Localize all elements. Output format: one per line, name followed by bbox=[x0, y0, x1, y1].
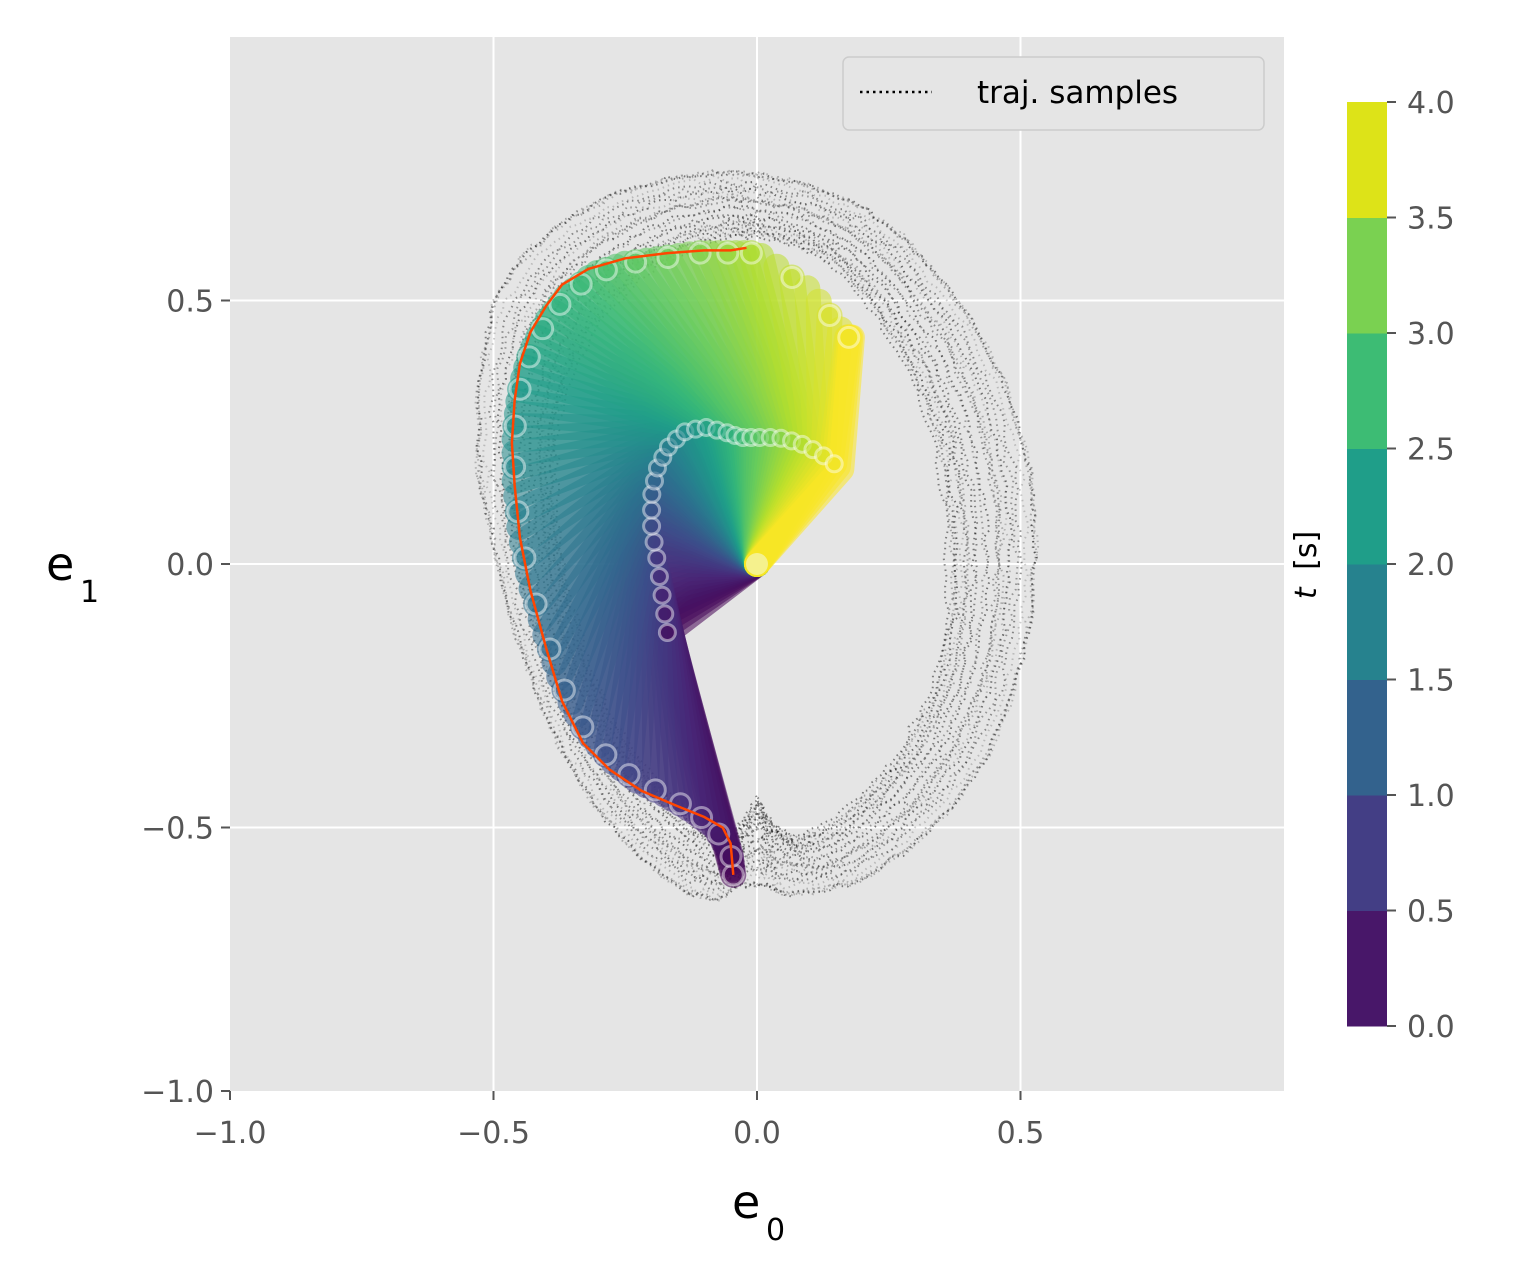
colorbar-tick-label: 3.5 bbox=[1407, 202, 1455, 237]
end-effector-marker bbox=[503, 414, 527, 438]
y-tick-label: 0.5 bbox=[166, 285, 214, 320]
sample-trajectory bbox=[506, 195, 1003, 876]
y-tick-label: −1.0 bbox=[141, 1075, 214, 1110]
colorbar-band bbox=[1347, 679, 1387, 796]
end-effector-marker bbox=[508, 377, 532, 401]
colorbar-tick-label: 3.0 bbox=[1407, 317, 1455, 352]
sample-trajectory bbox=[518, 203, 991, 866]
sample-trajectory bbox=[536, 220, 969, 854]
end-effector-marker bbox=[594, 743, 618, 767]
elbow-marker bbox=[649, 567, 669, 587]
end-effector-marker bbox=[739, 241, 763, 265]
sample-trajectory bbox=[474, 169, 1037, 901]
colorbar-tick-label: 2.0 bbox=[1407, 548, 1455, 583]
end-effector-marker bbox=[656, 246, 680, 270]
y-tick-label: 0.0 bbox=[166, 548, 214, 583]
end-effector-marker bbox=[818, 304, 842, 328]
sample-trajectory bbox=[498, 189, 1012, 885]
elbow-marker bbox=[655, 604, 675, 624]
elbow-marker bbox=[644, 532, 664, 552]
sample-trajectory bbox=[520, 206, 990, 868]
end-effector-marker bbox=[780, 266, 804, 290]
y-axis-ticks: −1.0 −0.5 0.0 0.5 bbox=[141, 285, 230, 1110]
colorbar-label-unit: [s] bbox=[1289, 531, 1324, 570]
legend-label-traj-samples: traj. samples bbox=[977, 75, 1178, 111]
colorbar-band bbox=[1347, 564, 1387, 680]
sample-trajectory bbox=[545, 227, 960, 845]
colorbar-label-variable: t bbox=[1289, 586, 1324, 599]
elbow-marker bbox=[824, 454, 844, 474]
x-tick-label: 0.5 bbox=[997, 1116, 1045, 1151]
legend: traj. samples bbox=[842, 56, 1265, 131]
x-tick-label: −1.0 bbox=[194, 1116, 267, 1151]
colorbar-band bbox=[1347, 333, 1387, 449]
base-marker bbox=[746, 553, 768, 575]
colorbar-band bbox=[1347, 102, 1387, 218]
elbow-marker bbox=[657, 623, 677, 643]
sample-trajectory bbox=[474, 169, 1040, 902]
svg-text:t [s]: t [s] bbox=[1289, 531, 1324, 599]
colorbar-tick-label: 1.0 bbox=[1407, 779, 1455, 814]
colorbar-tick-label: 0.5 bbox=[1407, 895, 1455, 930]
y-axis-label: e bbox=[46, 537, 74, 591]
elbow-marker bbox=[647, 548, 667, 568]
colorbar-tick-label: 0.0 bbox=[1407, 1010, 1455, 1045]
sample-trajectory bbox=[543, 224, 961, 850]
x-axis-label: e bbox=[732, 1175, 760, 1229]
sample-trajectory bbox=[535, 217, 971, 856]
colorbar-tick-label: 2.5 bbox=[1407, 433, 1455, 468]
end-effector-marker bbox=[837, 325, 861, 349]
elbow-marker bbox=[652, 585, 672, 605]
end-effector-marker bbox=[548, 292, 572, 316]
x-tick-label: −0.5 bbox=[457, 1116, 530, 1151]
colorbar-band bbox=[1347, 910, 1387, 1027]
colorbar-tick-label: 1.5 bbox=[1407, 664, 1455, 699]
x-tick-label: 0.0 bbox=[733, 1116, 781, 1151]
legend-box bbox=[842, 56, 1265, 131]
y-axis-label-subscript: 1 bbox=[80, 575, 99, 610]
sample-trajectory bbox=[482, 174, 1030, 897]
arm-configuration bbox=[744, 324, 865, 577]
elbow-marker bbox=[642, 516, 662, 536]
x-axis-label-subscript: 0 bbox=[766, 1213, 785, 1248]
sample-trajectory bbox=[475, 169, 1039, 903]
colorbar-band bbox=[1347, 448, 1387, 565]
colorbar-band bbox=[1347, 217, 1387, 334]
y-tick-label: −0.5 bbox=[141, 812, 214, 847]
colorbar: 0.0 0.5 1.0 1.5 2.0 2.5 3.0 3.5 4.0 bbox=[1347, 86, 1455, 1045]
end-effector-marker bbox=[690, 806, 714, 830]
sample-trajectory bbox=[506, 194, 1002, 877]
colorbar-tick-label: 4.0 bbox=[1407, 86, 1455, 121]
colorbar-label: t [s] bbox=[1289, 531, 1324, 599]
colorbar-band bbox=[1347, 795, 1387, 911]
elbow-marker bbox=[642, 500, 662, 520]
end-effector-marker bbox=[538, 637, 562, 661]
end-effector-trajectory-line bbox=[510, 246, 747, 876]
x-axis-ticks: −1.0 −0.5 0.0 0.5 bbox=[194, 1091, 1045, 1151]
end-effector-marker bbox=[716, 241, 740, 265]
end-effector-marker bbox=[688, 241, 712, 265]
